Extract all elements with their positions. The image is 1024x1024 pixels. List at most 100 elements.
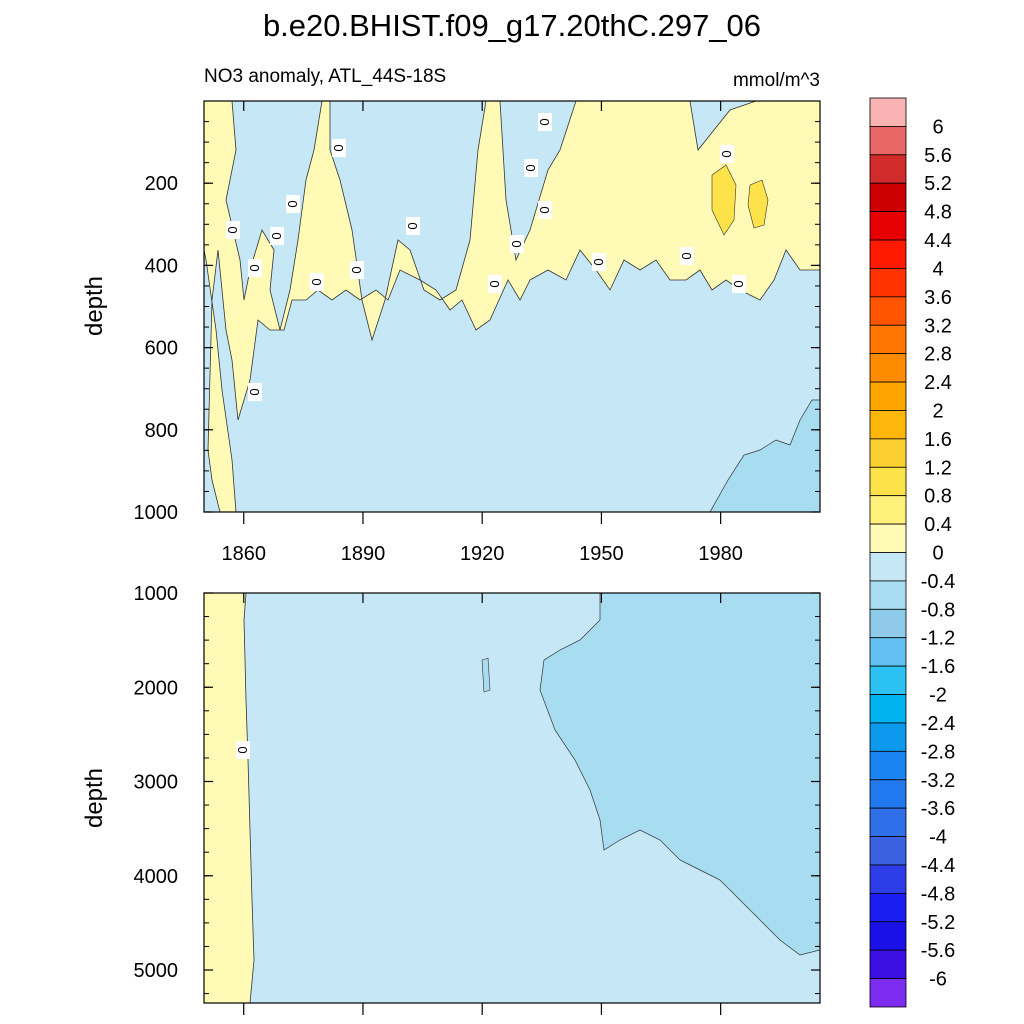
upper-low-anomaly-blob — [711, 164, 737, 236]
contour-label-bg — [510, 235, 524, 253]
colorbar-label: 4.8 — [924, 202, 952, 224]
contour-label: 0 — [285, 195, 300, 213]
contour-label-bg — [310, 273, 324, 291]
contour-label-text: 0 — [309, 278, 324, 285]
colorbar-label: -5.2 — [921, 912, 955, 934]
colorbar-swatch — [869, 608, 907, 639]
contour-label: 0 — [247, 383, 262, 401]
contour-label: 0 — [523, 159, 538, 177]
y-tick-label: 1000 — [134, 502, 179, 524]
contour-label: 0 — [509, 235, 524, 253]
colorbar-swatch — [869, 438, 907, 468]
contour-label-bg — [332, 139, 346, 157]
contour-label: 0 — [225, 221, 240, 239]
upper-contour-labels: 0 0 0 0 0 0 0 0 0 0 0 0 0 0 0 0 0 0 — [225, 113, 746, 401]
colorbar-swatch — [869, 892, 907, 923]
colorbar-swatch — [869, 949, 907, 979]
colorbar-label: -2 — [929, 685, 947, 707]
contour-label-text: 0 — [591, 258, 606, 265]
lower-panel: 1000 2000 3000 4000 5000 0 depth — [81, 583, 821, 1015]
y-tick-label: 1000 — [134, 583, 179, 605]
contour-label-text: 0 — [285, 200, 300, 207]
colorbar-swatch — [869, 353, 907, 383]
contour-label-text: 0 — [247, 264, 262, 271]
y-tick-label: 600 — [145, 338, 178, 360]
colorbar-label: 6 — [932, 116, 943, 138]
chart-title: b.e20.BHIST.f09_g17.20thC.297_06 — [263, 8, 761, 43]
contour-label: 0 — [679, 247, 694, 265]
contour-label-bg — [592, 253, 606, 271]
colorbar-label: 0 — [932, 543, 943, 565]
colorbar-label: 3.6 — [924, 287, 952, 309]
contour-label-text: 0 — [731, 280, 746, 287]
colorbar-label: -4 — [929, 827, 947, 849]
x-tick-label: 1920 — [460, 543, 505, 565]
colorbar-label: 4 — [932, 258, 943, 280]
x-tick-label: 1950 — [579, 543, 624, 565]
contour-label-text: 0 — [537, 118, 552, 125]
chart-subtitle-left: NO3 anomaly, ATL_44S-18S — [204, 66, 446, 87]
contour-label-text: 0 — [679, 252, 694, 259]
colorbar-swatch — [869, 97, 907, 127]
colorbar-label: -4.8 — [921, 883, 955, 905]
contour-label-bg — [732, 275, 746, 293]
colorbar-swatch — [869, 836, 907, 866]
colorbar-label: -2.8 — [921, 741, 955, 763]
lower-negative-region — [539, 592, 821, 956]
contour-label: 0 — [331, 139, 346, 157]
colorbar-swatch — [869, 495, 907, 525]
colorbar-swatch — [869, 807, 907, 837]
colorbar-swatch — [869, 154, 907, 184]
contour-label: 0 — [591, 253, 606, 271]
colorbar-swatch — [869, 552, 907, 582]
colorbar-label: -4.4 — [921, 855, 955, 877]
contour-label-bg — [226, 221, 240, 239]
contour-label: 0 — [537, 113, 552, 131]
contour-label-bg — [270, 227, 284, 245]
contour-label: 0 — [235, 741, 250, 759]
contour-label-bg — [248, 383, 262, 401]
contour-label: 0 — [405, 217, 420, 235]
contour-label-bg — [350, 261, 364, 279]
y-tick-label: 5000 — [134, 960, 179, 982]
upper-y-axis-label: depth — [81, 276, 108, 336]
contour-label-bg — [236, 741, 250, 759]
colorbar-swatch — [869, 665, 907, 695]
colorbar-swatch — [869, 324, 907, 355]
contour-label-bg — [406, 217, 420, 235]
contour-label: 0 — [269, 227, 284, 245]
colorbar-swatch — [869, 978, 907, 1008]
upper-low-anomaly-blob-2 — [747, 179, 769, 229]
lower-panel-frame — [203, 592, 821, 1004]
y-tick-label: 200 — [145, 173, 178, 195]
y-tick-label: 3000 — [134, 772, 179, 794]
x-tick-label: 1890 — [341, 543, 386, 565]
contour-label-bg — [488, 275, 502, 293]
contour-label-bg — [680, 247, 694, 265]
colorbar-swatch — [869, 182, 907, 213]
colorbar-label: -3.2 — [921, 770, 955, 792]
upper-axis-ticks: 200 400 600 800 1000 1860 1890 1920 1950 1980 — [134, 100, 820, 565]
contour-label-bg — [286, 195, 300, 213]
lower-contour-labels: 0 — [235, 741, 250, 759]
chart-subtitle-right: mmol/m^3 — [733, 70, 820, 91]
lower-small-negative-blob — [481, 657, 491, 693]
colorbar-label: 0.8 — [924, 486, 952, 508]
contour-label: 0 — [487, 275, 502, 293]
colorbar-swatch — [869, 211, 907, 241]
colorbar-label: 2.4 — [924, 372, 952, 394]
contour-label-bg — [720, 145, 734, 163]
colorbar-label: 3.2 — [924, 315, 952, 337]
colorbar-swatch — [869, 466, 907, 497]
colorbar-label: 0.4 — [924, 514, 952, 536]
colorbar-label: -2.4 — [921, 713, 955, 735]
contour-label-bg — [248, 259, 262, 277]
colorbar-label: 2.8 — [924, 344, 952, 366]
colorbar: 6 5.6 5.2 4.8 4.4 4 3.6 3.2 2.8 2.4 2 1.6 1.2 0.8 0.4 0… — [869, 97, 955, 1008]
contour-label-bg — [538, 113, 552, 131]
contour-label-text: 0 — [523, 164, 538, 171]
lower-y-axis-label: depth — [81, 768, 108, 828]
colorbar-label: -3.6 — [921, 798, 955, 820]
